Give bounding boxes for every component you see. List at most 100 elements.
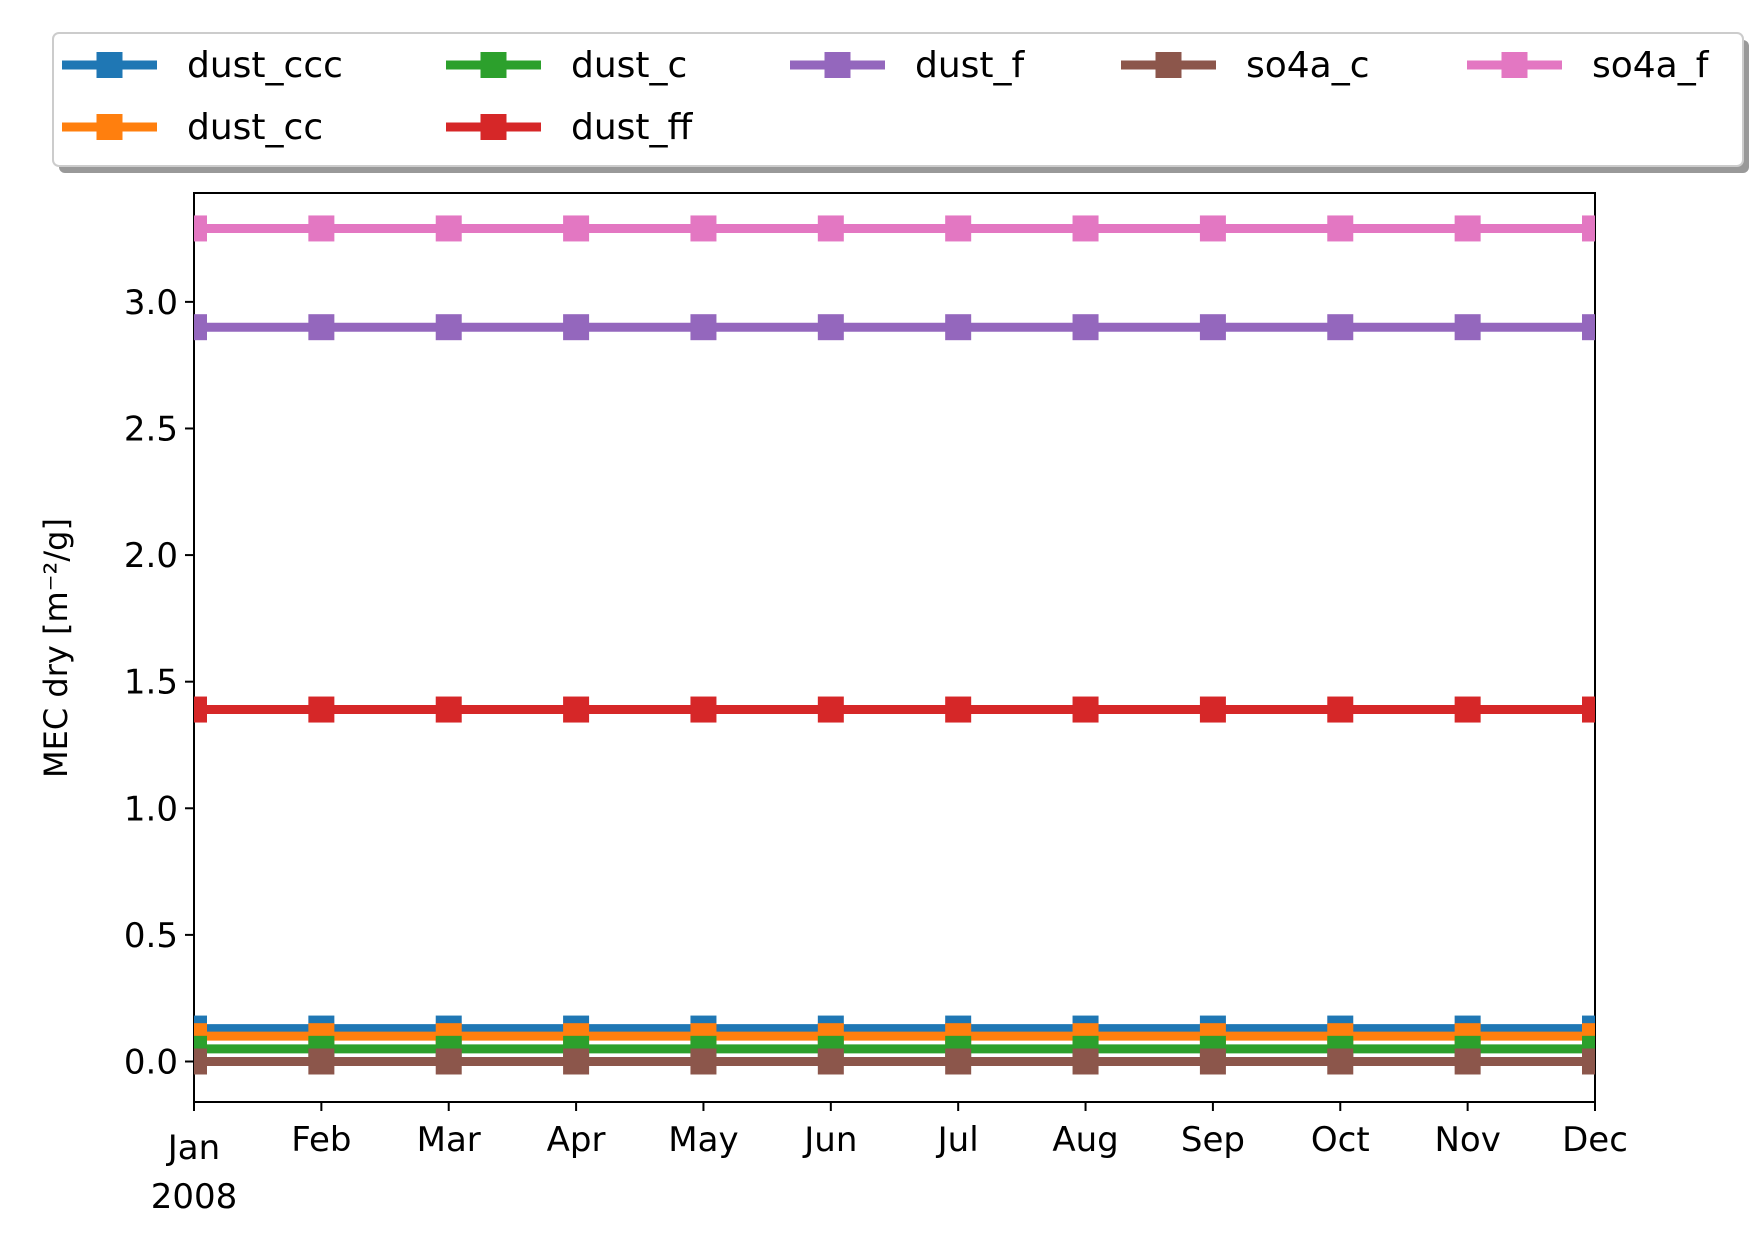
y-tick-label: 2.0 [124,536,178,576]
legend-swatch-marker [1155,52,1182,78]
x-tick-label: Jun [802,1120,857,1160]
legend-label: dust_cc [187,107,323,148]
legend-item-dust_ccc: dust_ccc [62,45,343,86]
data-point [563,696,590,723]
data-point [1199,696,1226,723]
x-tick-label: Jan [166,1128,220,1168]
x-tick-label: Aug [1052,1120,1118,1160]
data-point [1072,215,1099,242]
data-point [817,1048,844,1075]
series-layer [194,215,1595,1075]
series-so4a_f [194,215,1595,242]
data-point [563,314,590,341]
legend-label: so4a_c [1246,45,1370,86]
series-so4a_c [194,1048,1595,1075]
y-tick-label: 3.0 [124,283,178,323]
legend-item-so4a_c: so4a_c [1121,45,1370,86]
data-point [690,696,717,723]
legend-label: so4a_f [1592,45,1710,86]
y-axis: 0.0 0.5 1.0 1.5 2.0 2.5 3.0 [124,283,194,1082]
legend-label: dust_f [915,45,1026,86]
legend-item-dust_ff: dust_ff [446,107,694,148]
data-point [1454,696,1481,723]
plot-frame [193,192,1596,1103]
data-point [1327,215,1354,242]
x-axis: Jan Feb Mar Apr May Jun Jul Aug Sep Oct Nov Dec [166,1102,1628,1168]
x-tick-label: Jul [936,1120,979,1160]
data-point [194,1048,207,1075]
y-tick-label: 1.5 [124,663,178,703]
legend-swatch-marker [96,114,123,140]
data-point [1454,215,1481,242]
data-point [1582,696,1595,723]
x-axis-year-label: 2008 [151,1177,238,1217]
legend-item-so4a_f: so4a_f [1467,45,1710,86]
data-point [1072,1048,1099,1075]
data-point [563,215,590,242]
data-point [817,215,844,242]
data-point [308,1048,335,1075]
legend-label: dust_c [571,45,687,86]
legend-swatch-marker [824,52,851,78]
data-point [1072,314,1099,341]
data-point [435,215,462,242]
data-point [1072,696,1099,723]
data-point [945,215,972,242]
data-point [690,215,717,242]
data-point [435,696,462,723]
data-point [1582,215,1595,242]
x-tick-label: Dec [1562,1120,1628,1160]
data-point [435,1048,462,1075]
data-point [945,1048,972,1075]
data-point [1327,1048,1354,1075]
data-point [817,314,844,341]
x-tick-label: May [668,1120,738,1160]
series-dust_ff [194,696,1595,723]
legend-item-dust_c: dust_c [446,45,687,86]
legend-label: dust_ff [571,107,694,148]
legend-swatch-marker [480,114,507,140]
data-point [308,696,335,723]
data-point [1327,696,1354,723]
legend-swatch-marker [1501,52,1528,78]
data-point [817,696,844,723]
data-point [1199,1048,1226,1075]
x-tick-label: Mar [417,1120,481,1160]
data-point [435,314,462,341]
data-point [945,696,972,723]
data-point [563,1048,590,1075]
data-point [1199,314,1226,341]
legend-entries: dust_ccc dust_cc dust_c dust_ff dust_f so4a_c… [62,45,1710,148]
x-tick-label: Oct [1311,1120,1370,1160]
series-dust_f [194,314,1595,341]
data-point [308,215,335,242]
y-tick-label: 2.5 [124,409,178,449]
legend-swatch-marker [96,52,123,78]
data-point [690,314,717,341]
y-tick-label: 0.0 [124,1042,178,1082]
data-point [1454,1048,1481,1075]
data-point [194,314,207,341]
legend-swatch-marker [480,52,507,78]
x-tick-label: Nov [1434,1120,1500,1160]
data-point [690,1048,717,1075]
data-point [308,314,335,341]
legend: dust_ccc dust_cc dust_c dust_ff dust_f so4a_c… [52,32,1749,173]
x-tick-label: Apr [547,1120,606,1160]
legend-item-dust_f: dust_f [790,45,1026,86]
data-point [1582,1048,1595,1075]
legend-label: dust_ccc [187,45,343,86]
data-point [1327,314,1354,341]
data-point [945,314,972,341]
x-tick-label: Feb [291,1120,351,1160]
x-tick-label: Sep [1181,1120,1245,1160]
data-point [1582,314,1595,341]
data-point [1199,215,1226,242]
y-tick-label: 1.0 [124,789,178,829]
data-point [1454,314,1481,341]
legend-item-dust_cc: dust_cc [62,107,323,148]
y-axis-label: MEC dry [m⁻²/g] [37,518,75,778]
y-tick-label: 0.5 [124,916,178,956]
data-point [194,215,207,242]
